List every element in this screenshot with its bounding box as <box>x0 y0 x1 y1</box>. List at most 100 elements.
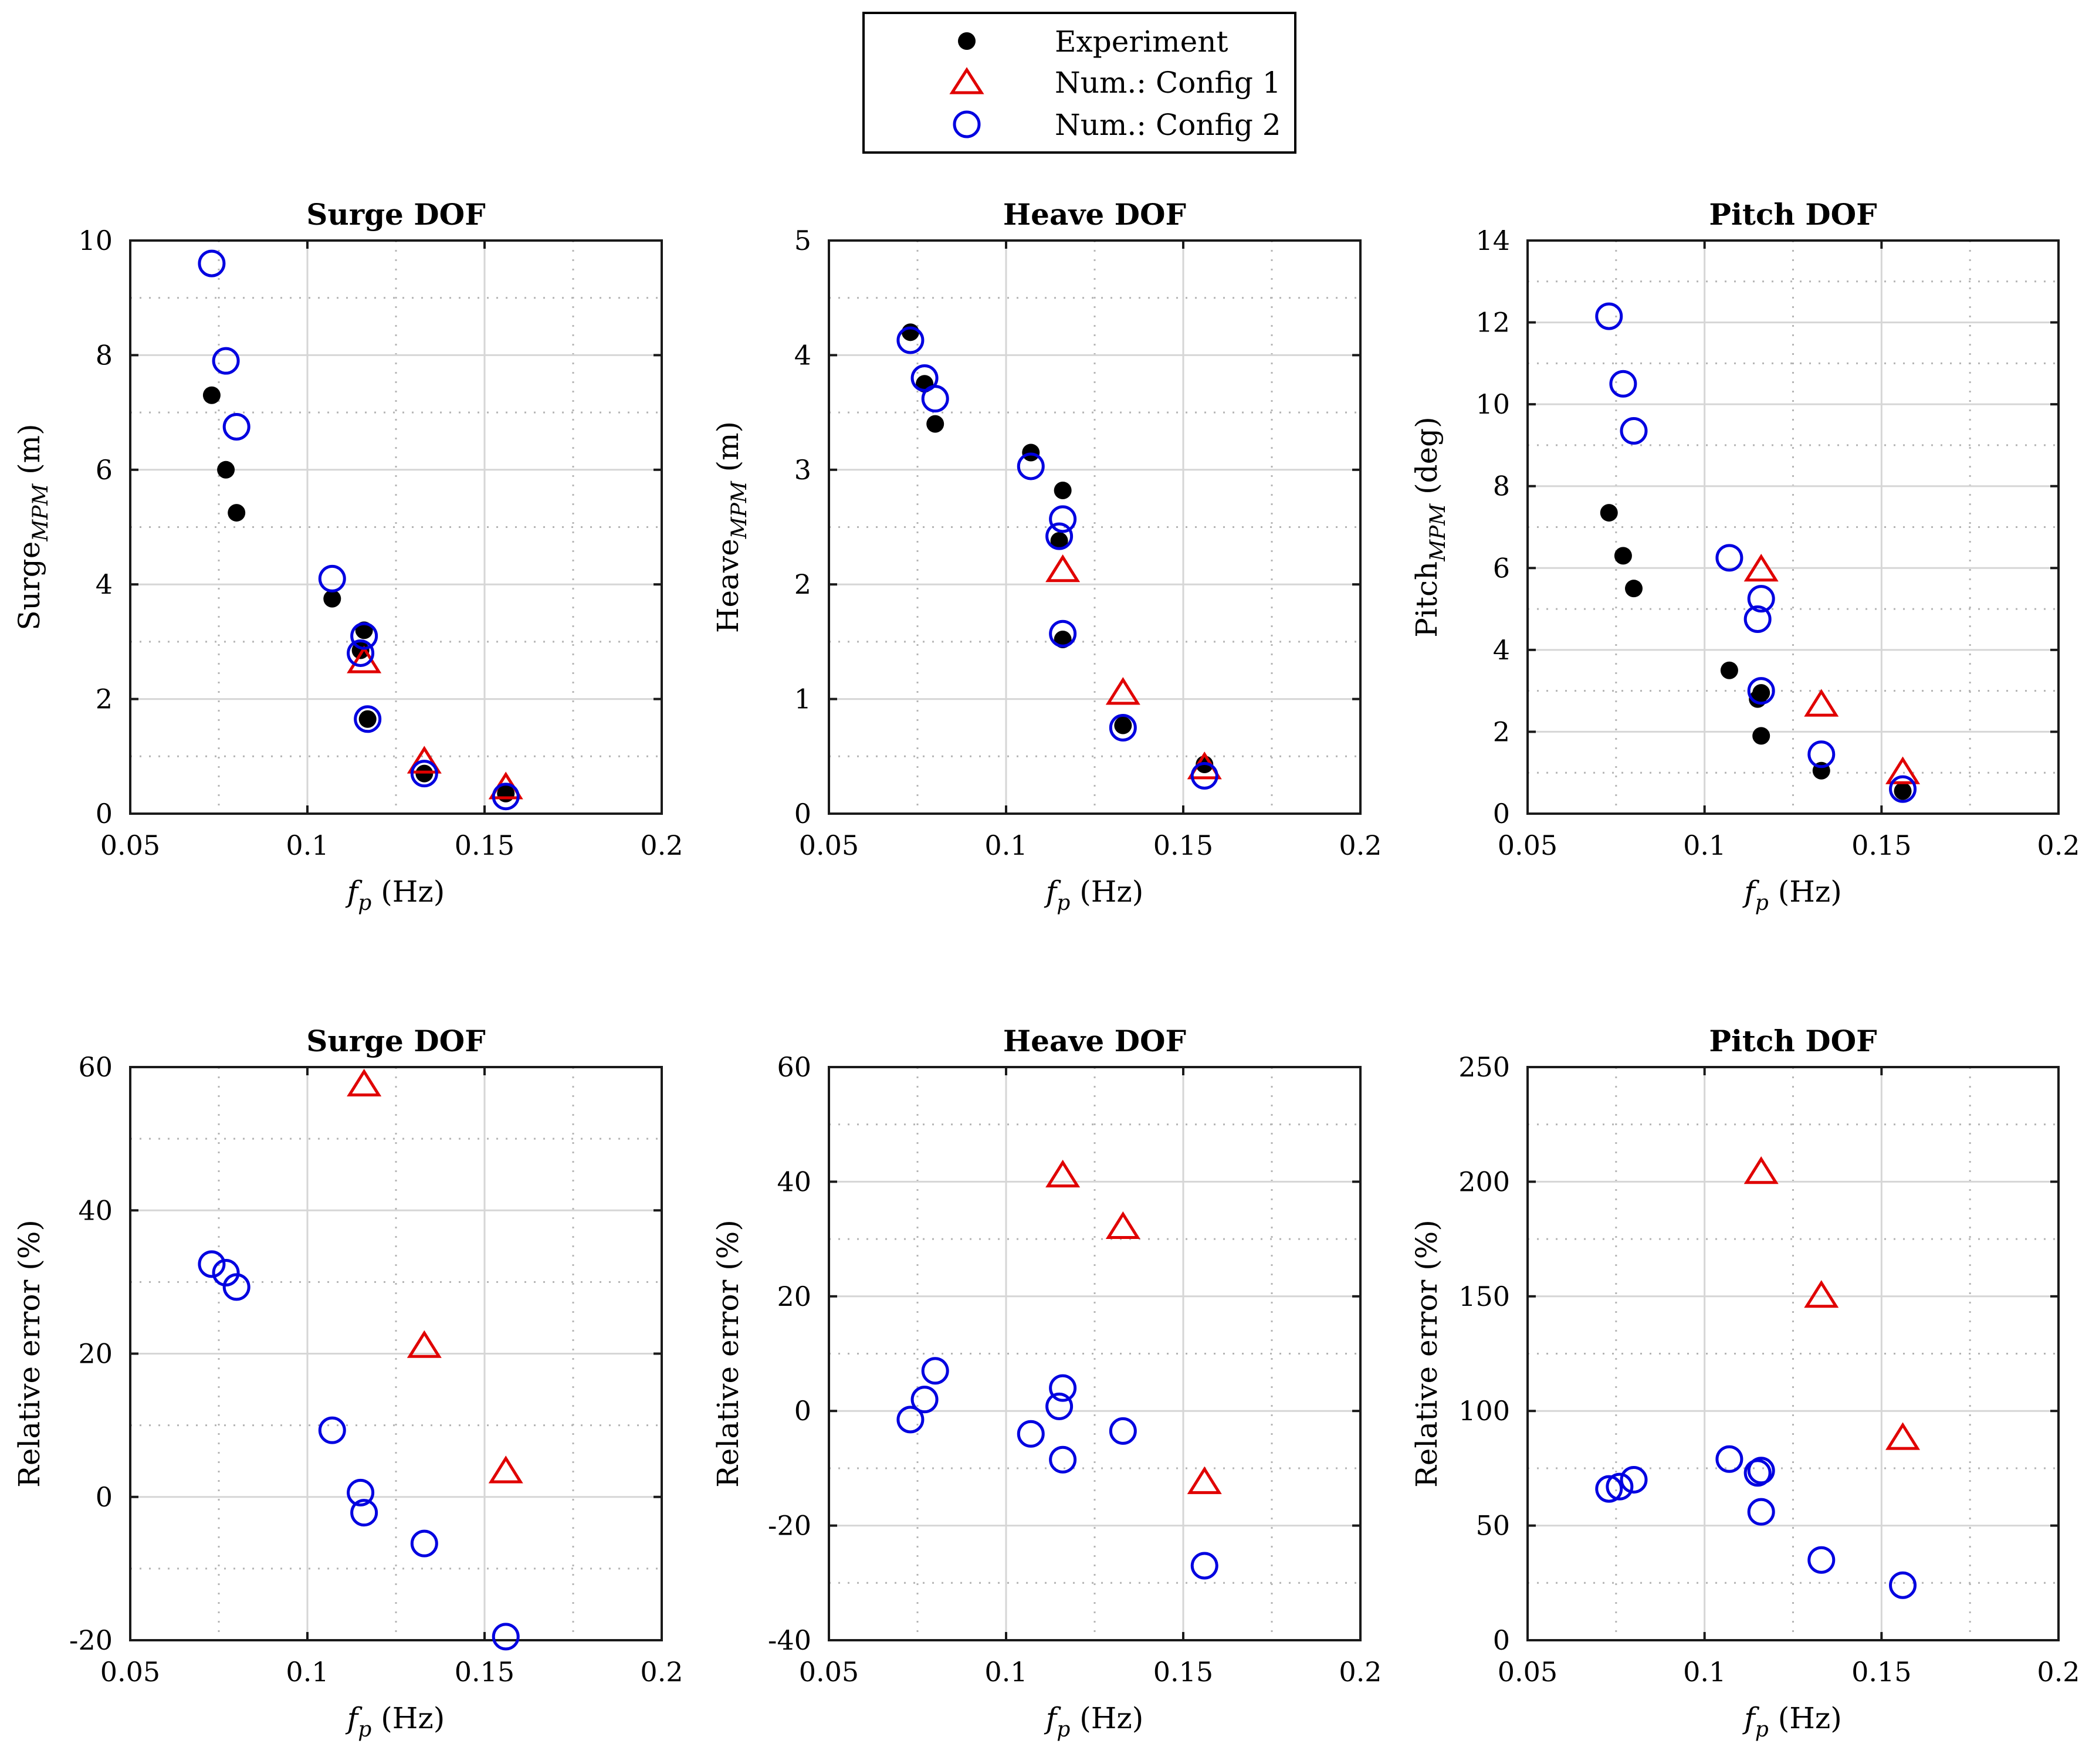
data-point-experiment <box>1752 684 1770 702</box>
data-point-num-config-1 <box>1804 689 1839 717</box>
data-point-num-config-2 <box>318 564 346 592</box>
data-point-num-config-2 <box>318 1416 346 1444</box>
y-axis-label: SurgeMPM (m) <box>12 424 53 630</box>
legend-config2-marker <box>953 110 981 138</box>
pitch-mpm-panel: 0.05 0.1 0.15 0.2 0 2 4 6 8 10 12 14 Pitch DOF fp (Hz… <box>1410 197 2080 915</box>
data-point-num-config-1 <box>407 1330 442 1358</box>
data-point-num-config-1 <box>1187 1466 1222 1494</box>
data-point-experiment <box>1054 481 1072 499</box>
data-point-num-config-2 <box>1715 1445 1743 1473</box>
series-num-config-1 <box>1743 1156 1921 1450</box>
data-point-num-config-2 <box>1045 522 1074 550</box>
legend-config1-marker <box>949 67 984 94</box>
series-num-config-2 <box>896 326 1218 790</box>
panel-title: Surge DOF <box>306 197 485 232</box>
panel-title: Pitch DOF <box>1709 1024 1877 1058</box>
y-tick-label: 20 <box>777 1281 811 1312</box>
x-tick-label: 0.15 <box>455 829 514 861</box>
y-tick-label: 40 <box>78 1194 113 1226</box>
data-point-num-config-2 <box>222 1273 250 1301</box>
data-point-num-config-2 <box>910 1386 939 1414</box>
y-tick-label: 0 <box>1493 798 1510 829</box>
data-point-num-config-2 <box>212 1258 240 1286</box>
data-point-num-config-2 <box>1045 1392 1074 1420</box>
y-tick-label: 200 <box>1458 1166 1510 1197</box>
data-point-num-config-2 <box>1017 1420 1045 1448</box>
data-point-experiment <box>1894 782 1912 800</box>
series-num-config-2 <box>198 249 520 811</box>
x-tick-label: 0.05 <box>100 829 160 861</box>
data-point-num-config-1 <box>1045 554 1081 583</box>
data-point-experiment <box>202 386 221 404</box>
data-point-num-config-2 <box>1743 1459 1772 1487</box>
data-point-num-config-2 <box>1017 452 1045 480</box>
x-tick-label: 0.1 <box>286 1656 329 1688</box>
x-tick-label: 0.1 <box>1683 1656 1726 1688</box>
data-point-num-config-2 <box>350 622 378 650</box>
data-point-num-config-1 <box>1743 554 1779 582</box>
y-tick-label: 8 <box>96 339 113 371</box>
data-point-num-config-2 <box>1747 585 1775 613</box>
data-point-num-config-2 <box>1807 1546 1836 1574</box>
data-point-num-config-2 <box>921 1357 949 1385</box>
data-point-experiment <box>1614 547 1632 565</box>
x-axis-label: fp (Hz) <box>1742 875 1841 915</box>
data-point-experiment <box>1720 661 1738 679</box>
x-tick-label: 0.05 <box>1498 1656 1558 1688</box>
y-axis-label: PitchMPM (deg) <box>1410 417 1450 637</box>
data-point-num-config-2 <box>410 1529 438 1558</box>
x-tick-label: 0.2 <box>640 829 683 861</box>
data-point-num-config-2 <box>1743 605 1772 634</box>
data-point-num-config-2 <box>347 639 375 667</box>
data-point-experiment <box>323 590 341 608</box>
data-point-num-config-2 <box>1620 417 1648 445</box>
data-point-num-config-2 <box>1049 619 1077 648</box>
data-point-experiment <box>1114 716 1132 734</box>
x-axis-label: fp (Hz) <box>345 875 445 915</box>
legend-experiment-label: Experiment <box>1055 25 1228 59</box>
panel-title: Pitch DOF <box>1709 197 1877 232</box>
data-point-num-config-2 <box>410 760 438 788</box>
series-num-config-2 <box>1595 302 1917 803</box>
data-point-num-config-1 <box>1885 756 1921 784</box>
heave-error-panel: 0.05 0.1 0.15 0.2 -40 -20 0 20 40 60 Heave DOF fp (… <box>711 1024 1382 1742</box>
data-point-experiment <box>1600 504 1618 522</box>
series-num-config-2 <box>198 1250 520 1651</box>
data-point-experiment <box>901 323 919 341</box>
x-tick-label: 0.2 <box>2037 1656 2080 1688</box>
data-point-num-config-2 <box>1620 1465 1648 1494</box>
legend-experiment-marker <box>958 32 976 50</box>
data-point-num-config-2 <box>896 326 925 354</box>
data-point-num-config-2 <box>198 249 226 277</box>
y-tick-label: 10 <box>1475 388 1510 420</box>
data-point-num-config-2 <box>896 1406 925 1434</box>
data-point-num-config-2 <box>1609 370 1637 398</box>
series-num-config-1 <box>1045 1159 1222 1494</box>
y-tick-label: 10 <box>78 225 113 256</box>
data-point-experiment <box>228 504 246 522</box>
y-tick-label: 4 <box>794 339 811 371</box>
y-tick-label: 4 <box>96 568 113 600</box>
data-point-num-config-2 <box>1049 1374 1077 1402</box>
axes-frame <box>828 239 1362 815</box>
data-point-num-config-2 <box>1747 1498 1775 1526</box>
y-tick-label: 0 <box>1493 1624 1510 1656</box>
data-point-num-config-2 <box>1747 1457 1775 1485</box>
x-tick-label: 0.15 <box>1851 829 1911 861</box>
y-axis-label: Relative error (%) <box>711 1220 745 1488</box>
x-axis-label: fp (Hz) <box>1742 1701 1841 1742</box>
x-tick-label: 0.15 <box>1153 1656 1213 1688</box>
y-tick-label: 3 <box>794 454 811 486</box>
y-tick-label: 60 <box>78 1051 113 1083</box>
axes-frame <box>129 239 663 815</box>
legend-config2-label: Num.: Config 2 <box>1055 108 1281 142</box>
series-num-config-1 <box>1743 554 1921 784</box>
x-tick-label: 0.05 <box>1498 829 1558 861</box>
axes-frame <box>828 1066 1362 1641</box>
data-point-num-config-1 <box>488 1455 523 1484</box>
data-point-num-config-2 <box>198 1250 226 1278</box>
y-tick-label: 60 <box>777 1051 811 1083</box>
x-tick-label: 0.2 <box>640 1656 683 1688</box>
y-tick-label: 5 <box>794 225 811 256</box>
x-tick-label: 0.1 <box>984 829 1027 861</box>
